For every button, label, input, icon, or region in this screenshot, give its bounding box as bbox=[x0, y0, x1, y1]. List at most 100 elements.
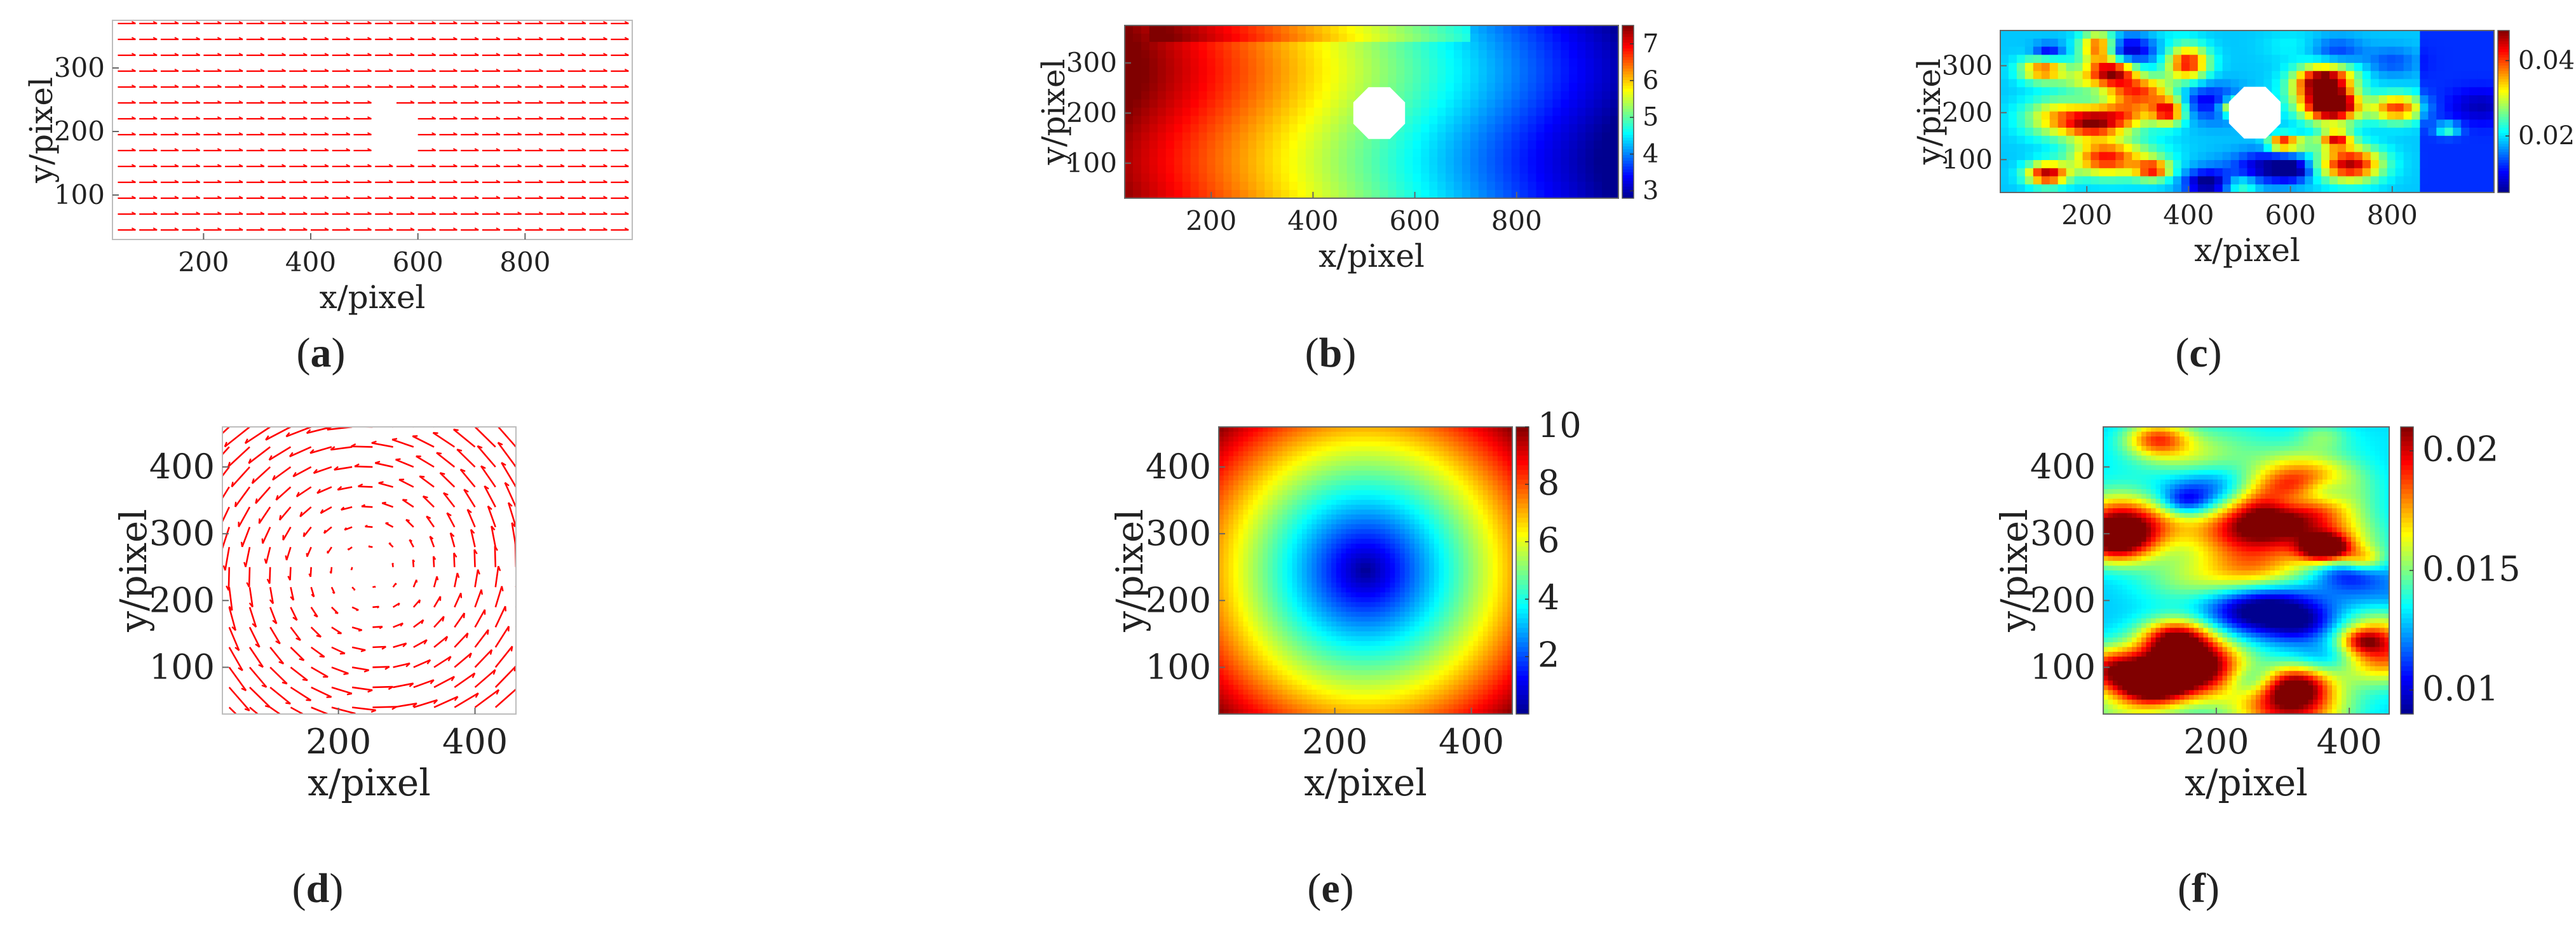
arrow-head bbox=[248, 602, 254, 608]
heatmap-cell bbox=[1346, 173, 1356, 182]
heatmap-cell bbox=[2428, 46, 2437, 55]
heatmap-cell bbox=[1495, 34, 1504, 43]
heatmap-cell bbox=[2115, 184, 2124, 192]
heatmap-cell bbox=[1454, 41, 1463, 51]
heatmap-cell bbox=[1434, 427, 1440, 433]
arrow-head bbox=[504, 482, 510, 487]
heatmap-cell bbox=[2345, 71, 2355, 80]
heatmap-cell bbox=[1461, 116, 1471, 125]
heatmap-cell bbox=[2469, 55, 2478, 64]
y-tick-label: 100 bbox=[149, 647, 215, 687]
heatmap-cell bbox=[1610, 41, 1618, 51]
heatmap-cell bbox=[2066, 55, 2075, 64]
heatmap-cell bbox=[1610, 34, 1618, 43]
heatmap-cell bbox=[1370, 461, 1376, 466]
heatmap-cell bbox=[1326, 446, 1332, 452]
arrow-head bbox=[131, 148, 136, 151]
heatmap-cell bbox=[1292, 509, 1298, 515]
heatmap-cell bbox=[2206, 168, 2215, 177]
heatmap-cell bbox=[1544, 25, 1553, 34]
heatmap-cell bbox=[1453, 466, 1459, 471]
heatmap-cell bbox=[1257, 495, 1263, 501]
arrow-head bbox=[381, 645, 386, 650]
heatmap-cell bbox=[1421, 124, 1430, 133]
colorbar-segment bbox=[1622, 114, 1634, 118]
heatmap-cell bbox=[1458, 451, 1464, 457]
heatmap-cell bbox=[1298, 91, 1306, 100]
heatmap-cell bbox=[1243, 524, 1249, 530]
heatmap-cell bbox=[1602, 173, 1611, 182]
heatmap-cell bbox=[2378, 71, 2388, 80]
heatmap-cell bbox=[1419, 427, 1425, 433]
heatmap-cell bbox=[1404, 190, 1413, 198]
heatmap-cell bbox=[1350, 446, 1357, 452]
heatmap-cell bbox=[2362, 176, 2371, 185]
arrow-head bbox=[302, 53, 308, 56]
heatmap-cell bbox=[1282, 427, 1288, 433]
heatmap-cell bbox=[1292, 475, 1298, 481]
heatmap-cell bbox=[1404, 99, 1413, 109]
heatmap-cell bbox=[2329, 184, 2338, 192]
heatmap-cell bbox=[2165, 103, 2174, 112]
heatmap-cell bbox=[1305, 182, 1315, 191]
heatmap-cell bbox=[1238, 451, 1244, 457]
heatmap-cell bbox=[2049, 38, 2059, 48]
heatmap-cell bbox=[2296, 63, 2305, 72]
heatmap-cell bbox=[1399, 519, 1406, 525]
heatmap-cell bbox=[2066, 152, 2075, 161]
arrow-head bbox=[243, 562, 247, 567]
heatmap-cell bbox=[1277, 456, 1283, 462]
heatmap-cell bbox=[1287, 485, 1293, 491]
vector-arrow bbox=[393, 702, 417, 708]
heatmap-cell bbox=[1437, 132, 1446, 141]
heatmap-cell bbox=[1380, 442, 1386, 447]
heatmap-cell bbox=[1306, 431, 1312, 437]
heatmap-cell bbox=[1355, 427, 1361, 433]
heatmap-cell bbox=[2329, 95, 2338, 104]
heatmap-cell bbox=[1268, 495, 1273, 501]
heatmap-cell bbox=[1190, 91, 1200, 100]
heatmap-cell bbox=[1149, 124, 1158, 133]
heatmap-cell bbox=[2329, 168, 2338, 177]
heatmap-cell bbox=[1577, 66, 1586, 76]
colorbar-segment bbox=[1622, 88, 1634, 92]
heatmap-cell bbox=[1350, 509, 1357, 515]
heatmap-cell bbox=[1330, 140, 1339, 149]
heatmap-cell bbox=[2453, 87, 2462, 96]
arrow-head bbox=[238, 84, 243, 88]
heatmap-cell bbox=[1463, 427, 1469, 433]
heatmap-cell bbox=[1133, 74, 1142, 84]
heatmap-cell bbox=[1569, 173, 1578, 182]
heatmap-cell bbox=[1243, 475, 1249, 481]
x-tick-label: 600 bbox=[2265, 199, 2316, 231]
heatmap-cell bbox=[2486, 128, 2494, 137]
heatmap-cell bbox=[2337, 119, 2347, 128]
arrow-head bbox=[174, 196, 179, 199]
heatmap-cell bbox=[2181, 55, 2190, 64]
arrow-head bbox=[388, 164, 393, 167]
heatmap-cell bbox=[1228, 466, 1234, 471]
heatmap-cell bbox=[1503, 140, 1512, 149]
heatmap-cell bbox=[1544, 50, 1553, 59]
heatmap-cell bbox=[1439, 456, 1444, 462]
heatmap-cell bbox=[1301, 466, 1308, 471]
heatmap-cell bbox=[1190, 149, 1200, 158]
heatmap-cell bbox=[1257, 442, 1263, 447]
heatmap-cell bbox=[1321, 461, 1327, 466]
vector-arrow bbox=[515, 427, 516, 428]
heatmap-cell bbox=[2173, 144, 2182, 152]
heatmap-cell bbox=[2008, 176, 2017, 185]
heatmap-cell bbox=[1336, 509, 1342, 515]
heatmap-cell bbox=[1434, 485, 1440, 491]
vector-arrow bbox=[433, 635, 448, 648]
heatmap-cell bbox=[1429, 499, 1435, 506]
heatmap-cell bbox=[1409, 509, 1415, 515]
heatmap-cell bbox=[1502, 499, 1508, 506]
heatmap-cell bbox=[1414, 442, 1420, 447]
vector-arrow bbox=[310, 607, 318, 617]
heatmap-cell bbox=[1297, 519, 1303, 525]
colorbar-segment bbox=[2498, 184, 2509, 188]
heatmap-cell bbox=[1346, 140, 1356, 149]
heatmap-cell bbox=[2362, 111, 2371, 120]
heatmap-cell bbox=[1569, 116, 1578, 125]
